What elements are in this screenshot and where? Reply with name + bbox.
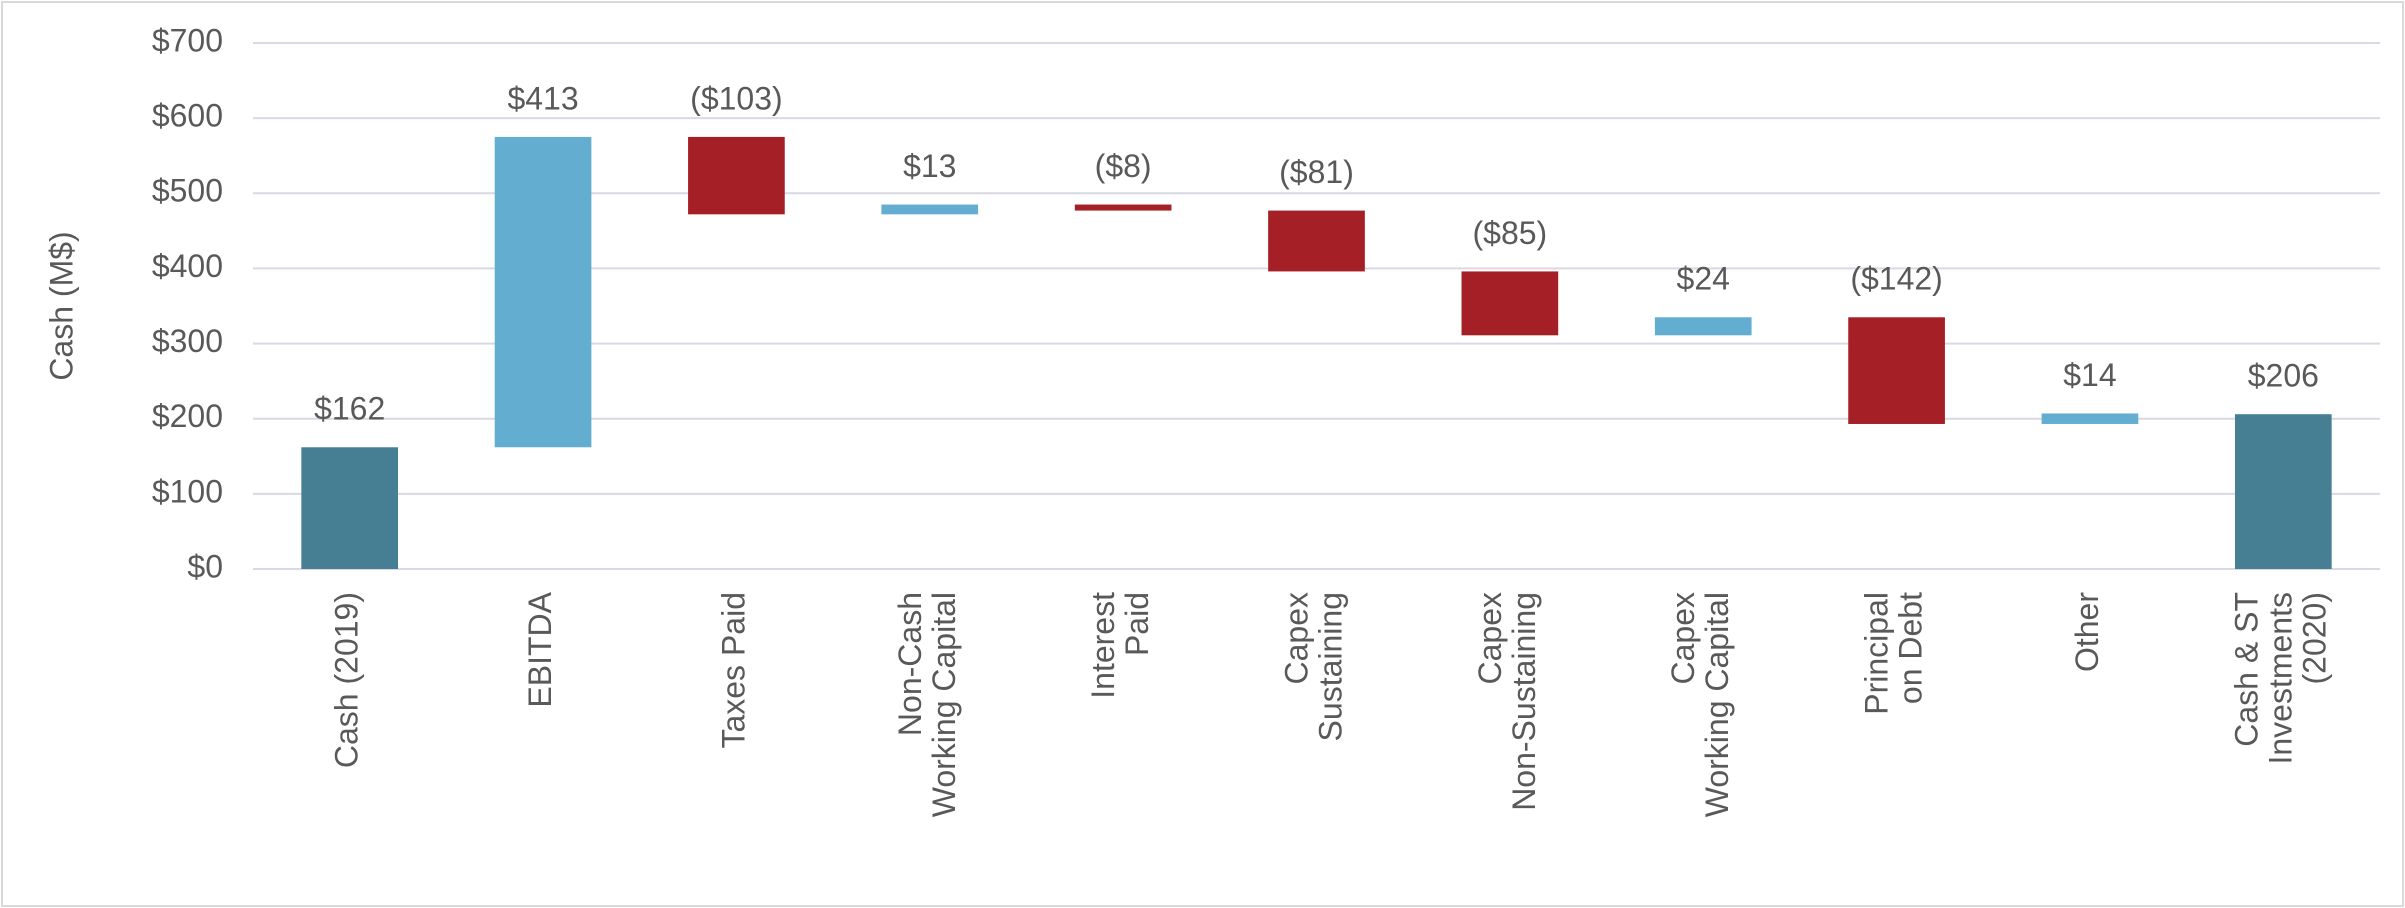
x-tick-label: CapexWorking Capital (1666, 592, 1736, 817)
value-label: $24 (1677, 261, 1730, 297)
bar (301, 447, 399, 569)
y-tick-label: $400 (152, 248, 223, 284)
value-label: ($81) (1279, 154, 1354, 190)
bar (1654, 317, 1752, 336)
x-tick-label: EBITDA (522, 591, 558, 707)
bar (494, 136, 592, 448)
bar (1461, 271, 1559, 336)
value-label: $413 (507, 80, 578, 116)
bar (2234, 414, 2332, 569)
x-tick-label: InterestPaid (1086, 592, 1156, 699)
value-label: ($142) (1850, 261, 1943, 297)
y-tick-label: $300 (152, 323, 223, 359)
y-axis-label: Cash (M$) (43, 231, 79, 380)
x-tick-label: Principalon Debt (1859, 592, 1929, 715)
x-tick-label: Cash & STInvestments(2020) (2229, 592, 2333, 765)
y-tick-label: $500 (152, 173, 223, 209)
y-tick-label: $100 (152, 473, 223, 509)
y-tick-label: $700 (152, 22, 223, 58)
y-tick-label: $200 (152, 398, 223, 434)
bar (1074, 204, 1172, 211)
value-label: ($8) (1095, 148, 1152, 184)
y-tick-label: $0 (187, 548, 223, 584)
value-label: $14 (2063, 357, 2116, 393)
bar (1268, 210, 1365, 272)
value-label: ($85) (1473, 215, 1548, 251)
x-tick-label: Other (2069, 592, 2105, 672)
value-label: $13 (903, 148, 956, 184)
bar (688, 136, 785, 215)
x-tick-label: CapexSustaining (1279, 592, 1349, 741)
value-label: $162 (314, 391, 385, 427)
x-tick-label: Non-CashWorking Capital (892, 592, 962, 817)
x-tick-label: CapexNon-Sustaining (1472, 592, 1542, 811)
x-tick-label: Cash (2019) (329, 592, 365, 768)
bar (2041, 413, 2139, 424)
bar (1848, 317, 1945, 424)
y-tick-label: $600 (152, 98, 223, 134)
x-tick-label: Taxes Paid (716, 592, 752, 749)
value-label: $206 (2248, 358, 2319, 394)
bar (881, 204, 979, 215)
value-label: ($103) (690, 80, 783, 116)
